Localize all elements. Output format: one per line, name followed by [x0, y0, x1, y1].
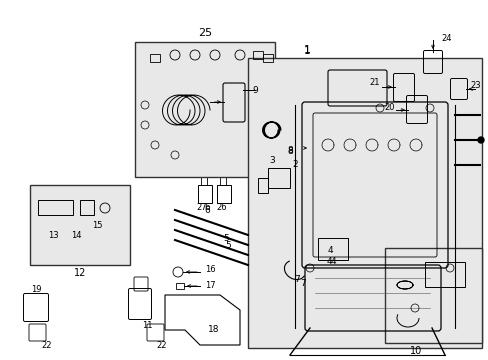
- Bar: [30, 185, 130, 265]
- Text: 2: 2: [292, 159, 297, 168]
- Text: 23: 23: [470, 81, 480, 90]
- Bar: [317, 238, 347, 260]
- Text: 3: 3: [268, 156, 274, 165]
- Text: 24: 24: [441, 33, 451, 42]
- Text: 6: 6: [203, 202, 209, 212]
- Text: 13: 13: [48, 230, 58, 239]
- Text: 21: 21: [369, 77, 380, 86]
- Text: 17: 17: [204, 280, 215, 289]
- Bar: [263, 54, 272, 62]
- Text: 6: 6: [203, 206, 209, 215]
- Bar: [247, 58, 481, 348]
- Text: 8: 8: [286, 147, 292, 156]
- Bar: [176, 283, 183, 289]
- Text: 1: 1: [303, 46, 310, 56]
- Text: 4: 4: [329, 257, 335, 266]
- Bar: [252, 51, 263, 59]
- Text: 25: 25: [198, 28, 212, 38]
- Text: 12: 12: [74, 268, 86, 278]
- Text: 19: 19: [31, 285, 41, 294]
- Bar: [424, 262, 464, 287]
- Bar: [80, 200, 94, 215]
- Text: 11: 11: [142, 320, 152, 329]
- Text: 9: 9: [252, 86, 257, 95]
- Text: 15: 15: [92, 220, 102, 230]
- Text: 20: 20: [384, 103, 394, 112]
- Bar: [150, 54, 160, 62]
- Bar: [198, 185, 212, 203]
- Bar: [217, 185, 230, 203]
- Text: 7: 7: [300, 279, 305, 288]
- Text: 5: 5: [223, 234, 228, 243]
- Text: 8: 8: [286, 145, 292, 154]
- Bar: [38, 200, 73, 215]
- Text: 16: 16: [204, 266, 215, 274]
- Text: 22: 22: [41, 342, 52, 351]
- Text: 26: 26: [216, 202, 227, 212]
- Text: 7: 7: [293, 275, 299, 284]
- Text: 5: 5: [224, 240, 230, 249]
- Bar: [384, 248, 481, 343]
- Bar: [258, 178, 267, 193]
- Text: 4: 4: [325, 257, 331, 266]
- Text: 1: 1: [303, 45, 310, 55]
- Bar: [135, 42, 274, 177]
- Text: 22: 22: [157, 342, 167, 351]
- Text: 18: 18: [208, 325, 219, 334]
- Bar: [267, 168, 289, 188]
- Circle shape: [477, 137, 483, 143]
- Text: 27: 27: [196, 202, 207, 212]
- Text: 10: 10: [409, 346, 421, 356]
- Text: 14: 14: [71, 230, 81, 239]
- Text: 4: 4: [326, 246, 332, 255]
